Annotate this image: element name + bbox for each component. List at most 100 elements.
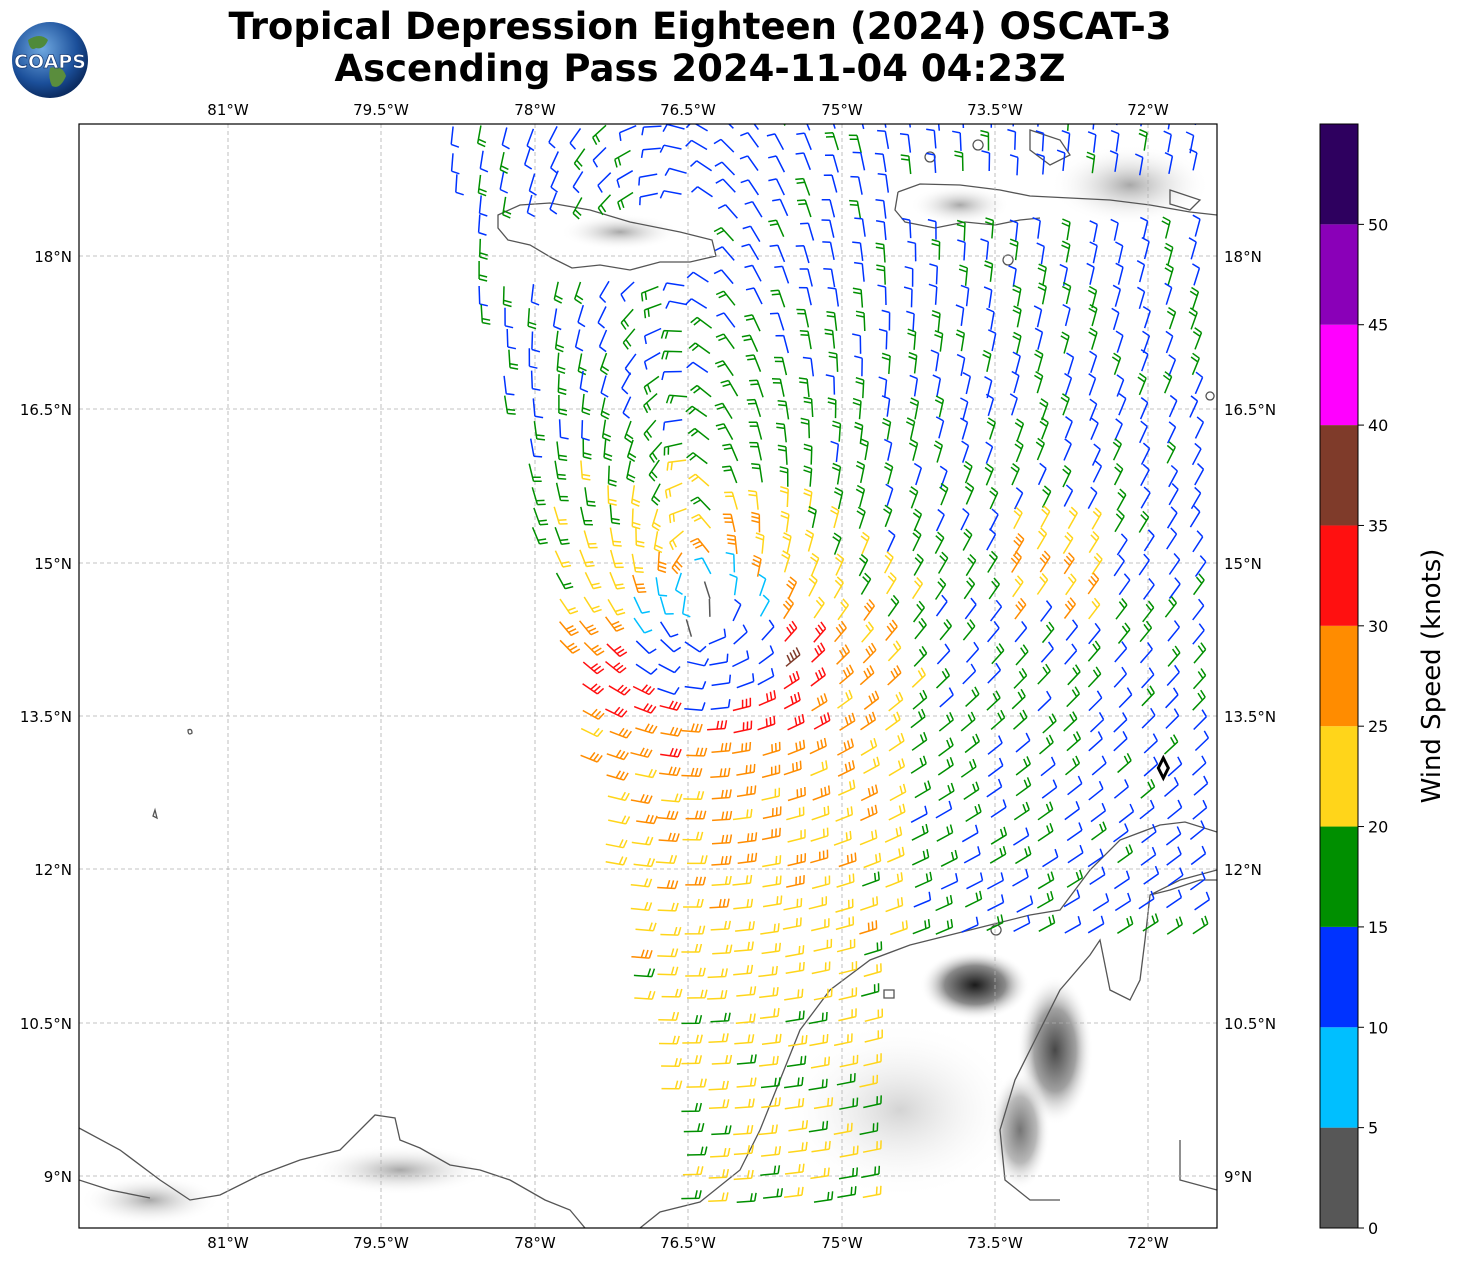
wind-barb <box>736 673 755 689</box>
wind-barb <box>1089 866 1106 886</box>
wind-barb <box>631 949 653 959</box>
wind-barb <box>981 150 991 172</box>
wind-barb <box>958 264 969 286</box>
wind-barb <box>533 507 549 526</box>
wind-barb <box>1139 799 1155 820</box>
wind-barb <box>685 139 708 151</box>
wind-barb <box>811 1140 831 1153</box>
wind-barb <box>674 572 683 596</box>
wind-barb <box>1192 598 1205 621</box>
wind-barb <box>607 599 626 616</box>
wind-barb <box>633 703 657 714</box>
wind-barb <box>963 846 981 864</box>
wind-barb <box>523 147 533 170</box>
wind-barb <box>1088 530 1100 554</box>
wind-barb <box>717 204 738 219</box>
wind-barb <box>864 941 883 956</box>
wind-barb <box>935 668 951 689</box>
wind-barb <box>859 1122 879 1136</box>
wind-barb <box>810 1167 830 1180</box>
wind-barb <box>1014 487 1024 510</box>
wind-barb <box>688 473 710 487</box>
wind-barb <box>559 639 581 654</box>
wind-barb <box>527 308 537 330</box>
wind-barb <box>659 596 674 615</box>
wind-barb <box>1168 354 1177 377</box>
wind-barb <box>751 511 761 533</box>
wind-barb <box>1067 664 1081 686</box>
wind-barb <box>1035 130 1045 152</box>
wind-barb <box>583 596 602 613</box>
wind-barb <box>609 527 622 547</box>
wind-barb <box>990 826 1008 845</box>
colorbar-bin <box>1320 425 1358 526</box>
wind-barb <box>887 665 902 686</box>
wind-barb <box>635 723 658 734</box>
wind-barb <box>1089 398 1098 421</box>
wind-barb <box>760 1077 781 1089</box>
wind-barb <box>714 360 734 377</box>
wind-barb <box>1114 509 1125 533</box>
wind-barb <box>788 1035 808 1047</box>
wind-barb <box>881 309 891 331</box>
wind-barb <box>761 827 781 841</box>
wind-barb <box>987 872 1005 890</box>
wind-barb <box>669 530 684 551</box>
wind-barb <box>836 1073 856 1086</box>
wind-barb <box>684 641 707 653</box>
wind-barb <box>907 240 917 262</box>
wind-barb <box>685 405 708 418</box>
wind-barb <box>931 309 941 332</box>
wind-barb <box>714 246 735 261</box>
wind-barb <box>885 711 901 731</box>
wind-barb <box>607 791 630 802</box>
wind-barb <box>1190 352 1200 376</box>
wind-barb <box>739 155 759 172</box>
wind-barb <box>573 281 584 305</box>
wind-barb <box>1015 732 1031 753</box>
wind-barb <box>584 487 596 507</box>
wind-barb <box>526 194 535 218</box>
wind-barb <box>450 153 460 175</box>
wind-barb <box>813 938 833 952</box>
wind-barb <box>1140 348 1149 372</box>
wind-barb <box>605 839 628 849</box>
wind-barb <box>1141 685 1155 707</box>
wind-barb <box>769 312 785 331</box>
wind-barb <box>989 486 999 510</box>
wind-barb <box>936 824 954 842</box>
wind-barb <box>799 268 813 287</box>
wind-barb <box>1034 327 1044 350</box>
wind-barb <box>938 782 955 802</box>
wind-barb <box>599 352 610 376</box>
wind-barb <box>579 370 589 393</box>
wind-barb <box>862 1185 882 1199</box>
wind-barb <box>1113 462 1124 486</box>
wind-barb <box>986 690 1001 711</box>
wind-barb <box>634 768 657 779</box>
wind-barb <box>1041 485 1052 508</box>
wind-barb <box>1087 572 1100 595</box>
wind-barb <box>635 663 658 675</box>
colorbar-bin <box>1320 525 1358 626</box>
wind-barb <box>733 898 754 910</box>
wind-barb <box>658 832 680 843</box>
wind-barb <box>1089 241 1098 264</box>
colorbar-tick-label: 20 <box>1368 818 1388 837</box>
wind-barb <box>1168 483 1179 506</box>
wind-barb <box>1189 286 1200 310</box>
wind-barb <box>956 219 966 241</box>
wind-barb <box>690 496 711 511</box>
wind-barb <box>744 314 761 332</box>
colorbar-bin <box>1320 1027 1358 1128</box>
wind-barb <box>904 265 914 287</box>
wind-barb <box>905 417 916 440</box>
wind-barb <box>581 393 591 416</box>
wind-barb <box>553 281 563 304</box>
wind-barb <box>864 1029 883 1043</box>
wind-barb <box>606 749 629 761</box>
wind-barb <box>837 760 856 777</box>
wind-barb <box>837 738 855 756</box>
wind-barb <box>833 830 852 846</box>
wind-barb <box>926 128 937 149</box>
